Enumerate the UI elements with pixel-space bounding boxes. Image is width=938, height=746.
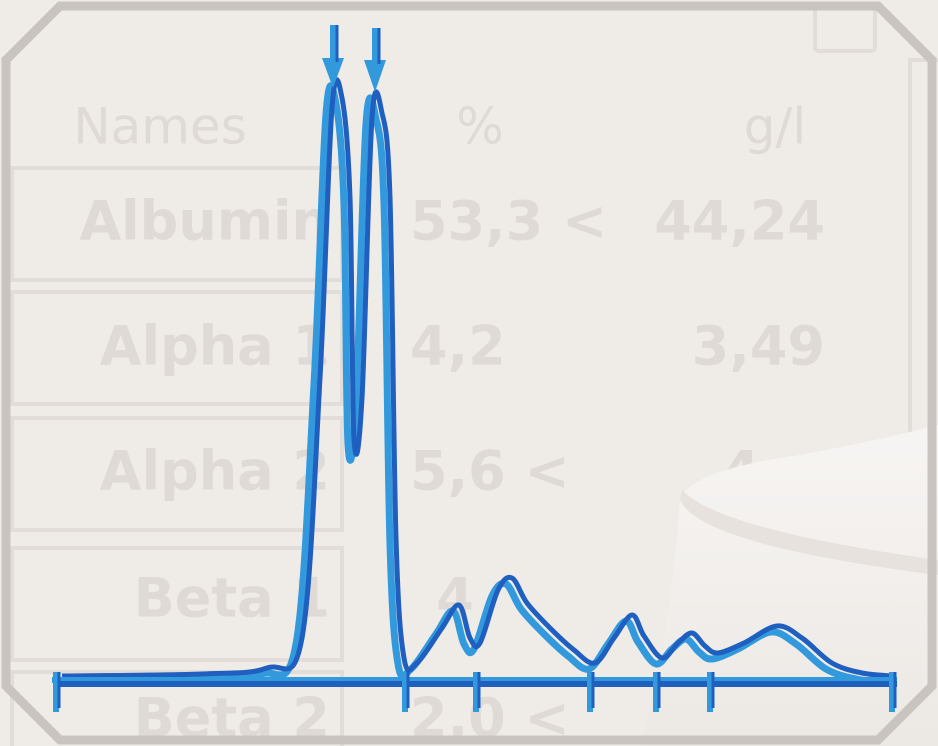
cup-rim: [680, 490, 938, 575]
arrows: [322, 25, 386, 92]
cup: [640, 425, 938, 746]
ticks: [53, 672, 897, 712]
table-cell: 3,49: [692, 315, 825, 378]
electrophoresis-curve: [55, 77, 893, 686]
column-header: g/l: [744, 98, 806, 156]
table-cell: 5,6 <: [410, 440, 570, 503]
table-cell: Albumin: [79, 190, 330, 253]
table-cell: Alpha 1: [100, 315, 330, 378]
column-header: Names: [73, 98, 247, 156]
table-cell: Alpha 2: [100, 440, 330, 503]
column-header: %: [456, 98, 504, 156]
table-cell: 53,3 <: [410, 190, 607, 253]
curve-dark: [61, 77, 893, 679]
table-cell: 4,2: [410, 315, 506, 378]
table-cell: 44,24: [654, 190, 825, 253]
